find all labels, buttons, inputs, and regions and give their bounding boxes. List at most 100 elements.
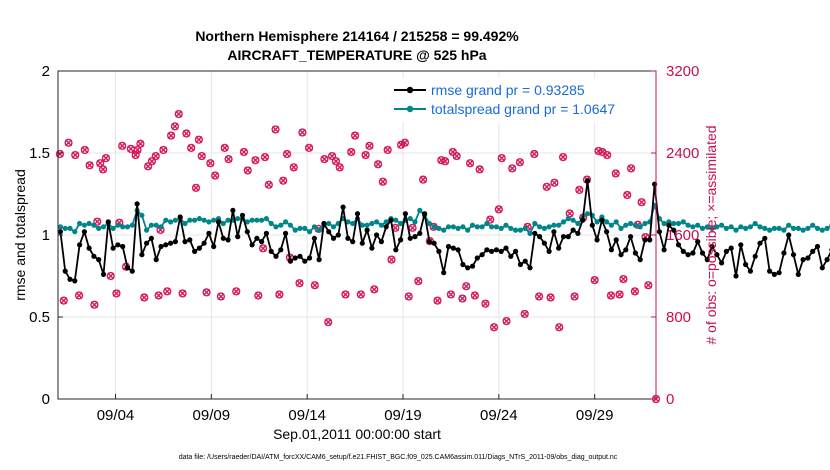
obs-assimilated-marker <box>254 291 262 299</box>
totalspread-point <box>565 216 571 222</box>
rmse-point <box>345 235 351 241</box>
totalspread-point <box>685 222 691 228</box>
obs-assimilated-marker <box>155 291 163 299</box>
totalspread-point <box>287 222 293 228</box>
obs-possible-marker <box>546 293 555 302</box>
totalspread-point <box>359 222 365 228</box>
obs-assimilated-marker <box>244 166 252 174</box>
obs-possible-marker <box>55 149 65 159</box>
obs-assimilated-marker <box>112 289 120 297</box>
rmse-point <box>215 219 222 225</box>
obs-possible-marker <box>170 122 180 131</box>
rmse-point <box>374 232 380 238</box>
rmse-point <box>129 268 135 274</box>
obs-possible-marker <box>327 151 337 161</box>
rmse-point <box>532 230 538 236</box>
rmse-point <box>417 230 423 236</box>
obs-possible-marker <box>298 128 307 137</box>
obs-possible-marker <box>324 318 333 327</box>
y-tick-label-right: 3200 <box>666 63 699 80</box>
rmse-point <box>819 265 825 271</box>
obs-assimilated-marker <box>86 161 94 169</box>
obs-possible-marker <box>310 281 319 290</box>
obs-possible-marker <box>603 150 612 160</box>
series-lines <box>57 178 830 284</box>
totalspread-point <box>767 227 773 233</box>
obs-possible-marker <box>414 277 423 286</box>
obs-possible-marker <box>194 135 203 144</box>
y-tick-label-left: 2 <box>42 63 50 80</box>
rmse-point <box>378 239 384 245</box>
y-axis-label-left: rmse and totalspread <box>12 169 28 301</box>
totalspread-point <box>489 224 495 230</box>
rmse-point <box>364 227 370 233</box>
rmse-point <box>311 235 317 241</box>
rmse-point <box>86 245 92 251</box>
x-tick-label: 09/09 <box>193 407 231 424</box>
rmse-point <box>570 227 576 233</box>
x-axis-label: Sep.01,2011 00:00:00 start <box>273 426 441 442</box>
obs-assimilated-marker <box>259 244 267 252</box>
obs-possible-marker <box>106 271 115 281</box>
totalspread-point <box>594 219 600 225</box>
rmse-point <box>77 242 83 248</box>
rmse-point <box>115 242 121 248</box>
chart-title-line2: AIRCRAFT_TEMPERATURE @ 525 hPa <box>227 47 486 63</box>
obs-assimilated-marker <box>575 186 583 194</box>
totalspread-point <box>738 224 744 230</box>
totalspread-point <box>776 225 782 231</box>
totalspread-point <box>450 224 456 230</box>
totalspread-point <box>393 217 399 223</box>
rmse-point <box>565 234 571 240</box>
totalspread-point <box>330 224 337 230</box>
obs-possible-marker <box>433 296 442 305</box>
totalspread-point <box>484 220 490 227</box>
chart-title-line1: Northern Hemisphere 214164 / 215258 = 99… <box>195 28 519 44</box>
totalspread-point <box>460 224 466 230</box>
rmse-point <box>273 253 279 259</box>
obs-possible-marker <box>400 138 410 147</box>
obs-possible-marker <box>370 285 379 294</box>
rmse-point <box>795 271 801 277</box>
obs-assimilated-marker <box>559 153 567 161</box>
totalspread-point <box>445 224 452 230</box>
x-tick-label: 09/14 <box>288 407 326 424</box>
obs-assimilated-marker <box>388 256 395 264</box>
obs-assimilated-marker <box>566 209 574 217</box>
totalspread-point <box>273 224 279 230</box>
totalspread-point <box>311 224 317 230</box>
totalspread-point <box>302 225 308 231</box>
rmse-point <box>72 278 78 284</box>
totalspread-point <box>719 222 725 228</box>
obs-possible-marker <box>387 255 396 264</box>
obs-possible-marker <box>202 288 211 297</box>
rmse-point <box>810 248 816 254</box>
rmse-point <box>316 257 322 263</box>
totalspread-point <box>441 227 447 233</box>
rmse-point <box>508 253 514 259</box>
totalspread-point <box>537 224 543 230</box>
obs-possible-marker <box>619 274 628 284</box>
totalspread-point <box>810 222 816 228</box>
obs-assimilated-marker <box>217 293 225 300</box>
rmse-point <box>675 242 682 248</box>
obs-possible-marker <box>558 153 568 162</box>
rmse-point <box>297 253 303 259</box>
rmse-point <box>292 255 298 261</box>
rmse-point <box>441 270 447 276</box>
obs-assimilated-marker <box>198 152 206 160</box>
obs-assimilated-marker <box>490 323 498 331</box>
rmse-point <box>172 239 178 245</box>
rmse-point <box>704 257 710 263</box>
rmse-point <box>771 271 778 277</box>
rmse-point <box>412 234 418 240</box>
totalspread-point <box>527 230 533 236</box>
obs-assimilated-marker <box>211 172 219 180</box>
totalspread-point <box>278 222 284 228</box>
rmse-point <box>393 247 399 253</box>
obs-possible-marker <box>470 291 479 300</box>
obs-possible-marker <box>154 291 163 300</box>
rmse-point <box>407 235 413 241</box>
obs-possible-marker <box>90 300 99 309</box>
